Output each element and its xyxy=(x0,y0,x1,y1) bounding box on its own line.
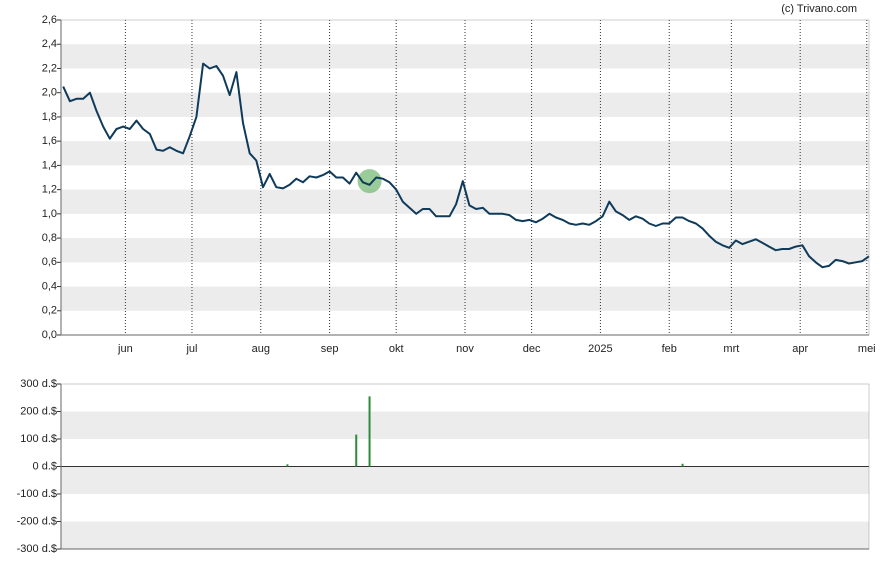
y-tick-label: -200 d.$ xyxy=(17,515,57,527)
y-tick-label: 2,0 xyxy=(42,87,57,99)
x-tick-label: mrt xyxy=(723,343,739,355)
y-tick-label: 2,6 xyxy=(42,14,57,26)
y-tick-label: 200 d.$ xyxy=(20,405,57,417)
volume-bar xyxy=(368,396,371,467)
band xyxy=(61,521,869,549)
y-tick-label: 300 d.$ xyxy=(20,378,57,390)
volume-bar xyxy=(355,434,358,467)
y-tick-label: 2,2 xyxy=(42,62,57,74)
volume-bar xyxy=(681,463,684,467)
y-tick-label: 1,0 xyxy=(42,208,57,220)
band xyxy=(61,189,869,214)
y-tick-label: 100 d.$ xyxy=(20,433,57,445)
y-tick-label: 0,6 xyxy=(42,256,57,268)
y-tick-label: 2,4 xyxy=(42,38,57,50)
y-tick-label: 1,4 xyxy=(42,159,57,171)
band xyxy=(61,466,869,494)
highlight xyxy=(357,169,382,194)
plot-frame xyxy=(60,383,870,550)
y-tick-label: -100 d.$ xyxy=(17,488,57,500)
y-tick-label: 1,2 xyxy=(42,184,57,196)
y-tick-label: 0,8 xyxy=(42,232,57,244)
x-tick-label: nov xyxy=(456,343,474,355)
x-tick-label: okt xyxy=(389,343,404,355)
y-tick-label: 0,0 xyxy=(42,329,57,341)
y-tick-label: 0,4 xyxy=(42,280,57,292)
x-tick-label: sep xyxy=(321,343,339,355)
volume-bar xyxy=(286,464,289,467)
y-tick-label: 0 d.$ xyxy=(33,460,57,472)
y-tick-label: -300 d.$ xyxy=(17,543,57,555)
x-tick-label: jun xyxy=(117,343,133,355)
copyright: (c) Trivano.com xyxy=(781,3,857,15)
plot-frame xyxy=(60,19,870,336)
x-tick-label: jul xyxy=(185,343,197,355)
x-tick-label: dec xyxy=(523,343,541,355)
x-tick-label: aug xyxy=(252,343,270,355)
y-tick-label: 1,8 xyxy=(42,111,57,123)
band xyxy=(61,411,869,439)
y-tick-label: 0,2 xyxy=(42,305,57,317)
x-tick-label: 2025 xyxy=(588,343,612,355)
x-tick-label: feb xyxy=(662,343,677,355)
x-tick-label: mei xyxy=(858,343,876,355)
x-tick-label: apr xyxy=(792,343,808,355)
price-line xyxy=(62,62,870,269)
y-tick-label: 1,6 xyxy=(42,135,57,147)
